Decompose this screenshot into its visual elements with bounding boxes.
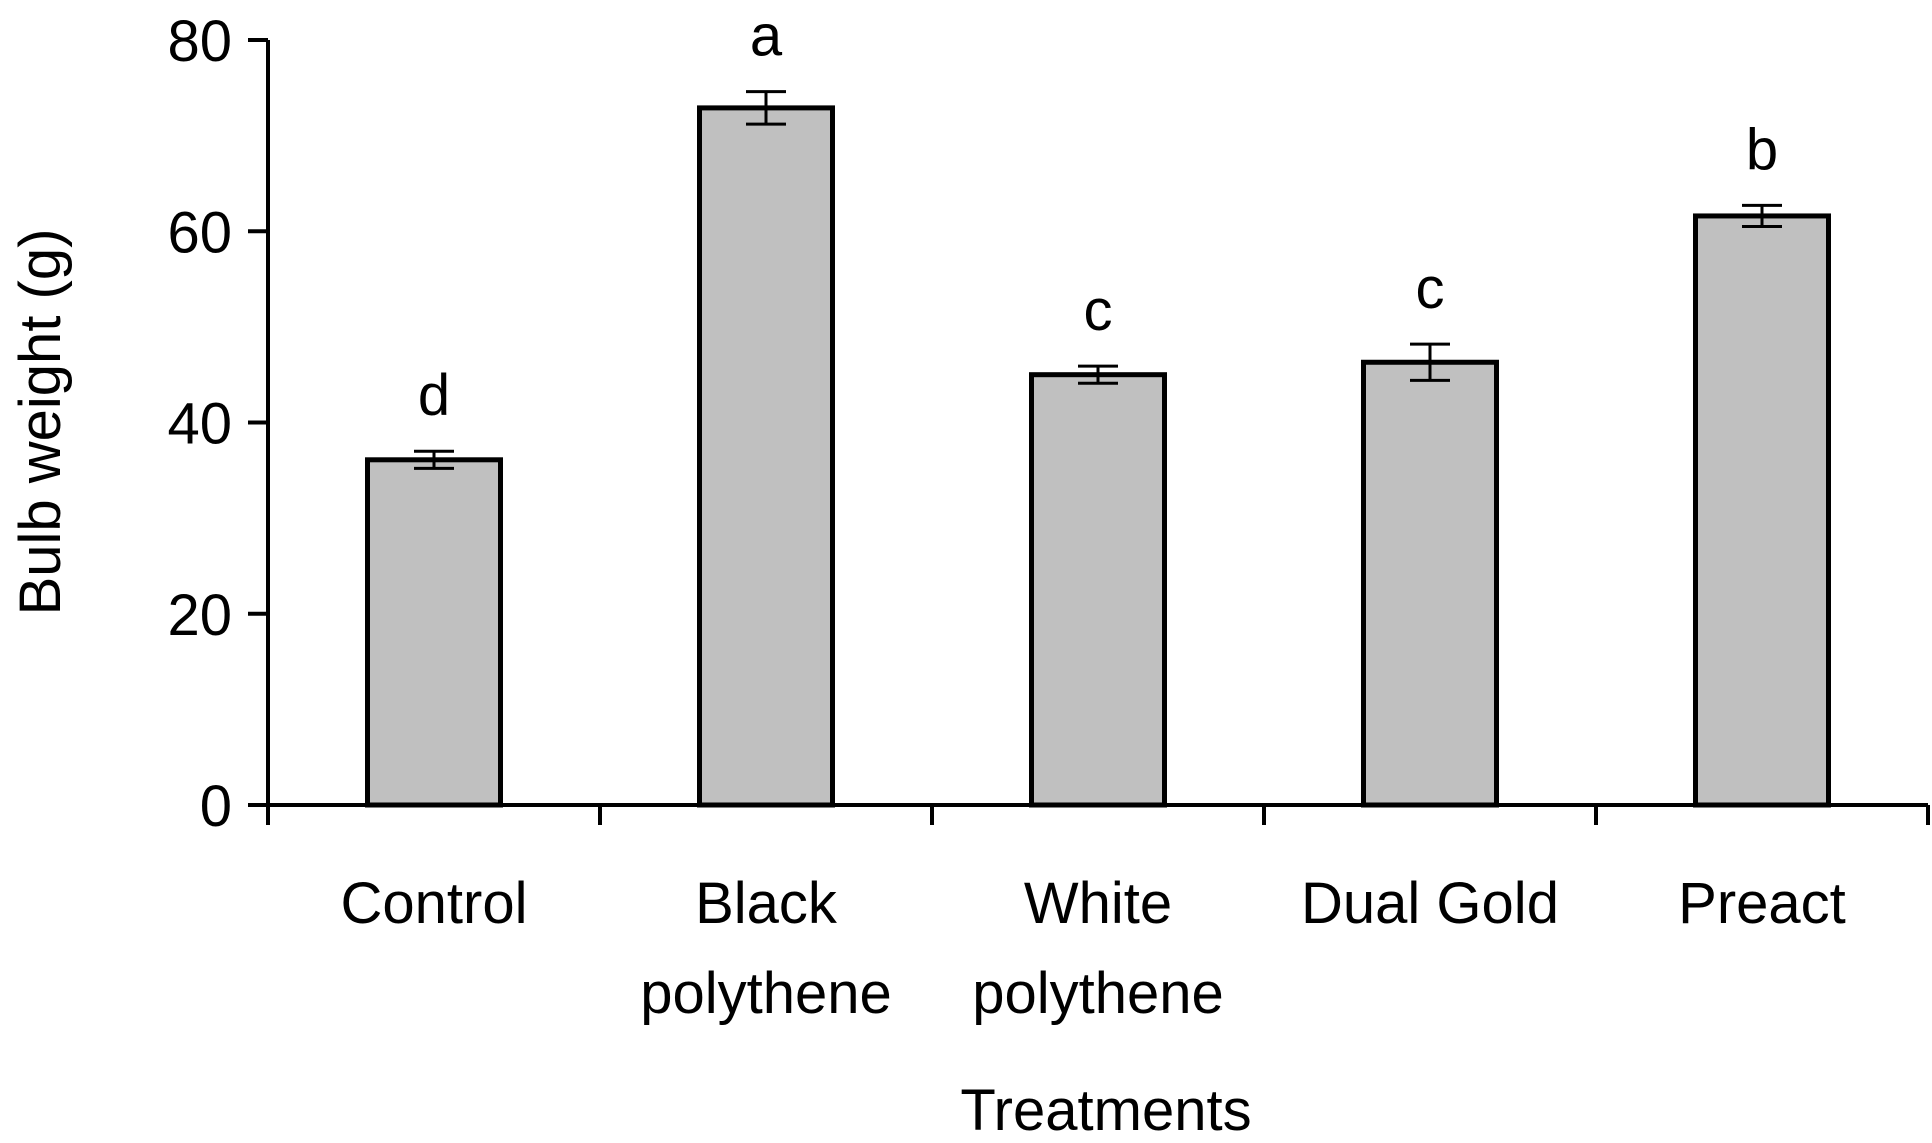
bar [697,105,835,808]
x-category-label: Control [341,871,528,936]
y-tick-label: 20 [167,583,232,648]
error-bar [1742,203,1782,228]
x-category-label: Preact [1678,871,1846,936]
significance-letter: a [750,4,783,69]
x-axis-label: Treatments [960,1078,1251,1143]
significance-letter: b [1746,117,1778,182]
bar [1361,359,1499,808]
y-tick-label: 80 [167,9,232,74]
y-tick-label: 40 [167,392,232,457]
ticks-layer [248,38,1930,825]
error-bar [1078,364,1118,385]
y-axis-label: Bulb weight (g) [8,229,73,616]
error-bars-layer [414,90,1782,470]
significance-letter: c [1416,256,1445,321]
x-category-label: polythene [640,961,892,1026]
y-tick-label: 60 [167,200,232,265]
bars-layer [365,105,1831,808]
x-category-label: Dual Gold [1301,871,1559,936]
y-tick-label: 0 [200,774,232,839]
bar [1029,372,1167,808]
x-category-label: White [1024,871,1172,936]
bar [1693,213,1831,808]
significance-letter: c [1084,278,1113,343]
error-bar [1410,342,1450,382]
significance-letter: d [418,363,450,428]
x-category-label: Black [695,871,838,936]
error-bar [746,90,786,126]
error-bar [414,449,454,470]
x-category-label: polythene [972,961,1224,1026]
labels-layer: 0 20 40 60 80 d Control a Black polythene c White po… [167,4,1845,1026]
bar [365,457,503,808]
